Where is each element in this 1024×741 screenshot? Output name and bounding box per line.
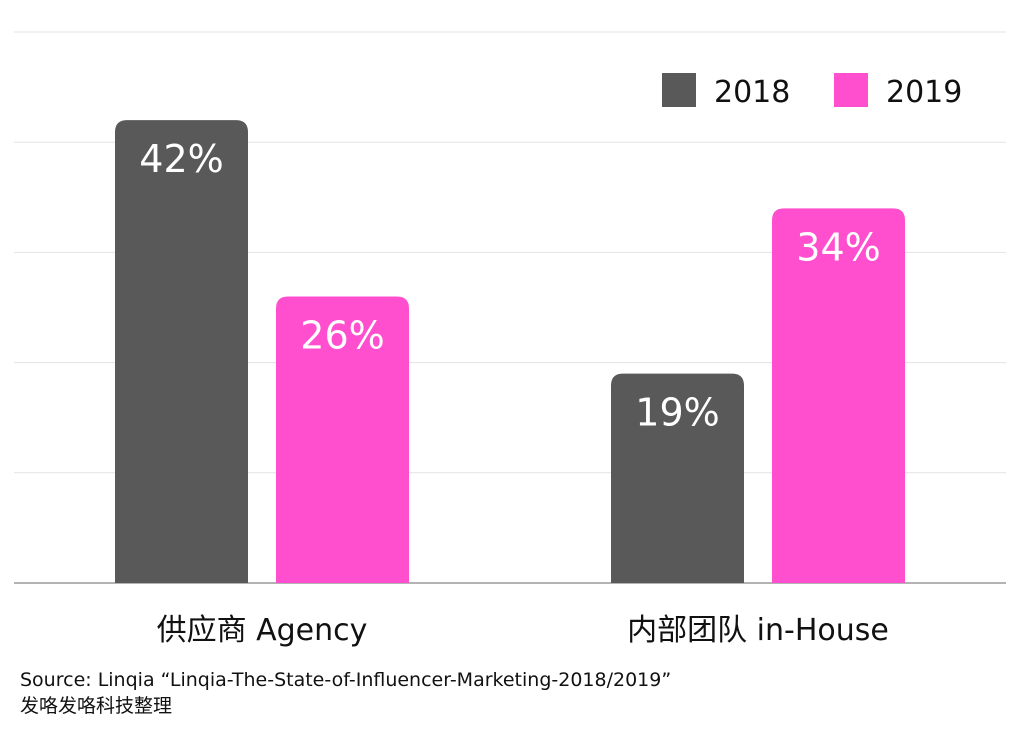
source-line-2: 发咯发咯科技整理 — [20, 695, 173, 717]
bar-2018-0 — [115, 120, 248, 583]
category-label-1: 内部团队 in-House — [627, 613, 889, 648]
bars: 42% 26% 19% 34% — [115, 120, 905, 583]
legend: 2018 2019 — [662, 73, 962, 110]
data-label-2018-1: 19% — [635, 391, 719, 435]
category-label-0: 供应商 Agency — [157, 613, 368, 648]
bar-chart: 42% 26% 19% 34% 2018 2019 供应商 Agency 内部团队 in-… — [14, 31, 1006, 648]
legend-label-2019: 2019 — [886, 75, 962, 110]
bar-2019-1 — [772, 208, 905, 583]
legend-swatch-2019 — [834, 73, 868, 107]
data-label-2019-0: 26% — [300, 313, 384, 357]
data-label-2019-1: 34% — [796, 225, 880, 269]
source-line-1: Source: Linqia “Linqia-The-State-of-Infl… — [20, 669, 672, 691]
bar-2019-0 — [276, 296, 409, 583]
data-label-2018-0: 42% — [139, 137, 223, 181]
legend-swatch-2018 — [662, 73, 696, 107]
x-axis-labels: 供应商 Agency 内部团队 in-House — [157, 613, 889, 648]
legend-label-2018: 2018 — [714, 75, 790, 110]
bar-2018-1 — [611, 373, 744, 583]
